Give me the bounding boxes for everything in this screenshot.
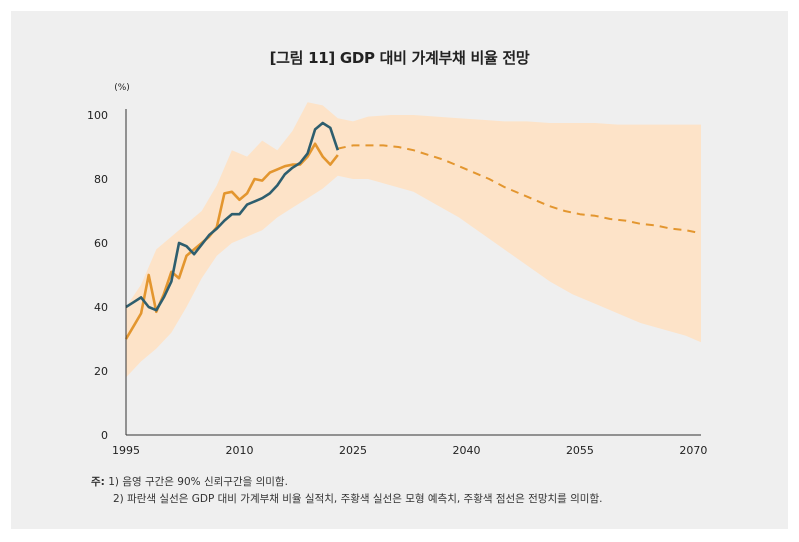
confidence-band: [126, 102, 701, 378]
chart-title: [그림 11] GDP 대비 가계부채 비율 전망: [269, 49, 530, 67]
y-tick-label: 40: [94, 301, 108, 314]
x-tick-label: 2070: [679, 444, 707, 457]
note-line-2: 2) 파란색 실선은 GDP 대비 가계부채 비율 실적치, 주황색 실선은 모…: [113, 493, 603, 505]
x-tick-label: 2055: [566, 444, 594, 457]
y-tick-label: 100: [87, 109, 108, 122]
note-lead: 주:: [91, 476, 105, 488]
x-tick-labels: 1995 2010 2025 2040 2055 2070: [112, 444, 707, 457]
note-row-1: 주: 1) 음영 구간은 90% 신뢰구간을 의미함.: [91, 474, 602, 491]
y-tick-label: 20: [94, 365, 108, 378]
note-row-2: 2) 파란색 실선은 GDP 대비 가계부채 비율 실적치, 주황색 실선은 모…: [91, 491, 602, 508]
y-tick-label: 0: [101, 429, 108, 442]
y-axis-unit: (%): [114, 83, 130, 93]
y-tick-label: 60: [94, 237, 108, 250]
x-tick-label: 2025: [339, 444, 367, 457]
chart-notes: 주: 1) 음영 구간은 90% 신뢰구간을 의미함. 2) 파란색 실선은 G…: [91, 474, 602, 508]
x-tick-label: 2040: [452, 444, 480, 457]
y-tick-labels: 0 20 40 60 80 100: [87, 109, 108, 442]
x-tick-label: 1995: [112, 444, 140, 457]
x-tick-label: 2010: [225, 444, 253, 457]
series-forecast-line: [337, 144, 702, 235]
series-layer: [124, 121, 702, 340]
series-actual-line: [125, 121, 340, 312]
chart-panel: [그림 11] GDP 대비 가계부채 비율 전망 0 20 40 60 80 100 1…: [11, 11, 788, 529]
note-line-1: 1) 음영 구간은 90% 신뢰구간을 의미함.: [108, 476, 288, 488]
y-tick-label: 80: [94, 173, 108, 186]
